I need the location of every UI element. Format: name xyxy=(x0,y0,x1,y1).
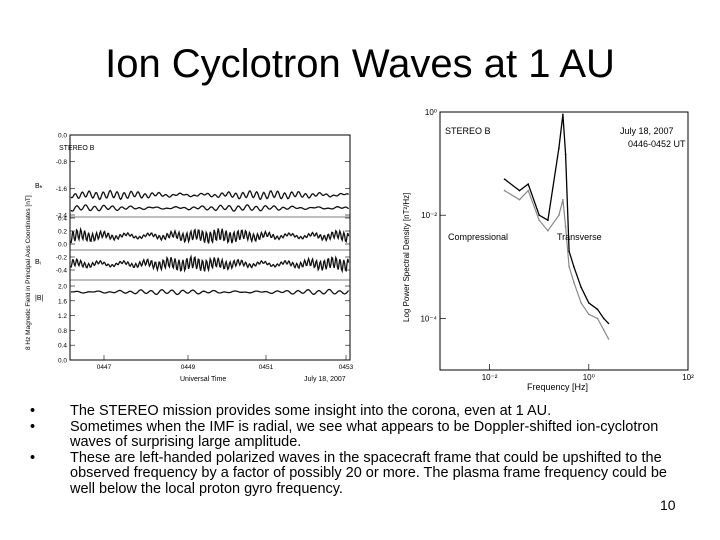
ps-y-tick-label: 10⁰ xyxy=(425,108,437,117)
ts-y-tick-label: -0.2 xyxy=(56,255,68,262)
ps-series-transverse-point xyxy=(518,189,521,192)
ts-xlabel: Universal Time xyxy=(180,376,226,383)
ts-trace-bi-2 xyxy=(70,254,350,274)
ps-series-transverse-point xyxy=(564,153,567,156)
ts-y-tick-label: -0.8 xyxy=(56,159,68,166)
bullet-marker: • xyxy=(30,403,36,419)
bullet-item: • Sometimes when the IMF is radial, we s… xyxy=(30,418,670,451)
ts-y-tick-label: -0.4 xyxy=(56,268,68,275)
ps-series-compressional-point xyxy=(558,214,560,216)
ps-series-compressional-point xyxy=(538,219,540,222)
bullet-text: Sometimes when the IMF is radial, we see… xyxy=(70,418,659,450)
ts-y-tick-label: 2.0 xyxy=(58,284,67,291)
ps-series-transverse-point xyxy=(562,113,564,116)
ps-series-transverse-point xyxy=(568,250,570,253)
ts-y-tick-label: 0.0 xyxy=(58,242,67,249)
ps-series-transverse-point xyxy=(580,286,582,289)
bullet-item: • These are left-handed polarized waves … xyxy=(30,449,670,498)
bullet-text: These are left-handed polarized waves in… xyxy=(70,449,667,497)
ts-y-tick-label: -2.4 xyxy=(56,213,68,220)
ps-series-compressional-point xyxy=(607,338,610,340)
ps-title: STEREO B xyxy=(445,126,491,136)
ps-xlabel: Frequency [Hz] xyxy=(527,382,588,392)
ps-series-compressional-point xyxy=(518,198,521,201)
ps-date: July 18, 2007 xyxy=(620,126,674,136)
ps-x-tick-label: 10² xyxy=(682,373,694,382)
bullet-marker: • xyxy=(30,418,36,435)
ps-legend-compressional: Compressional xyxy=(448,232,508,242)
ps-series-compressional-point xyxy=(527,189,529,192)
ps-series-compressional-point xyxy=(568,266,570,268)
ts-y-tick-label: 1.6 xyxy=(58,298,67,305)
ps-y-tick-label: 10⁻⁴ xyxy=(420,314,437,323)
ps-legend-transverse: Transverse xyxy=(557,232,602,242)
ts-x-tick-label: 0447 xyxy=(97,364,112,371)
ps-series-compressional-point xyxy=(588,313,590,316)
ps-series-compressional-point xyxy=(503,189,506,192)
ts-frame xyxy=(69,134,351,361)
ps-series-transverse-point xyxy=(503,178,506,180)
ts-panel-label-bh: Bₕ xyxy=(35,183,43,190)
ts-y-tick-label: 0.8 xyxy=(58,328,67,335)
ts-y-tick-label: 0.4 xyxy=(58,216,67,223)
ts-trace-bh-2 xyxy=(70,204,350,212)
ps-series-transverse-point xyxy=(602,317,605,320)
ps-series-transverse-point xyxy=(573,266,575,268)
ts-y-tick-label: 0.4 xyxy=(58,343,67,350)
ts-y-tick-label: 1.2 xyxy=(58,313,67,320)
ps-series-transverse-point xyxy=(588,302,590,304)
ps-series-transverse-point xyxy=(547,219,549,222)
ps-series-compressional-point xyxy=(547,229,549,232)
ts-trace-bi-1 xyxy=(70,226,350,245)
ts-y-tick-label: 0.0 xyxy=(58,133,67,140)
ps-series-compressional-point xyxy=(562,198,564,201)
bullet-marker: • xyxy=(30,449,36,466)
ps-y-tick-label: 10⁻² xyxy=(421,211,437,220)
ps-series-compressional-point xyxy=(564,225,567,228)
ps-series-transverse-point xyxy=(558,147,560,149)
ts-x-tick-label: 0453 xyxy=(339,364,354,371)
ts-y-tick-label: 0.2 xyxy=(58,229,67,236)
ps-series-compressional-point xyxy=(596,317,599,320)
ts-title: STEREO B xyxy=(59,145,95,152)
ps-x-tick-label: 10⁰ xyxy=(583,373,595,382)
ps-series-transverse-point xyxy=(527,183,529,185)
ts-panel-label-b: |B| xyxy=(35,295,43,302)
ps-series-compressional xyxy=(504,189,610,340)
ts-ylabel: 8 Hz Magnetic Field in Principal Axis Co… xyxy=(25,195,32,350)
ps-series-compressional-point xyxy=(573,281,575,284)
ts-trace-bh-1 xyxy=(70,189,349,201)
ps-x-tick-label: 10⁻² xyxy=(482,373,498,382)
ts-x-tick-label: 0449 xyxy=(181,364,196,371)
slide-title: Ion Cyclotron Waves at 1 AU xyxy=(105,42,615,86)
bullet-item: • The STEREO mission provides some insig… xyxy=(30,403,670,420)
ps-frame xyxy=(439,111,689,371)
ts-y-tick-label: -1.6 xyxy=(56,186,68,193)
ts-x-tick-label: 0451 xyxy=(259,364,274,371)
ts-y-tick-label: 0.0 xyxy=(58,358,67,365)
ps-ylabel: Log Power Spectral Density [nT²/Hz] xyxy=(402,193,411,322)
ts-trace-b xyxy=(70,288,350,296)
ps-series-transverse-point xyxy=(538,214,540,216)
ps-series-compressional-point xyxy=(580,302,582,304)
ps-series-compressional-point xyxy=(602,329,605,331)
bullet-list: • The STEREO mission provides some insig… xyxy=(30,403,670,498)
ps-series-transverse-point xyxy=(596,308,599,311)
ps-series-transverse-point xyxy=(607,322,610,325)
ts-date-label: July 18, 2007 xyxy=(304,376,346,383)
ts-panel-label-bi: Bᵢ xyxy=(35,259,41,266)
bullet-text: The STEREO mission provides some insight… xyxy=(70,403,552,419)
ps-time-range: 0446-0452 UT xyxy=(628,139,686,149)
page-number: 10 xyxy=(660,497,676,513)
